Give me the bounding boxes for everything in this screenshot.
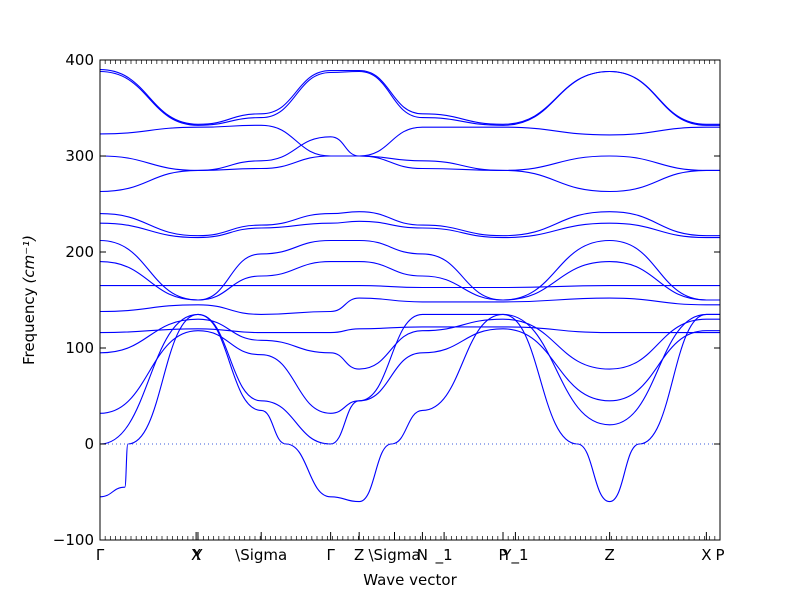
y-axis-label-unit: (cm⁻¹)	[20, 235, 38, 284]
y-tick-label: 400	[65, 51, 94, 69]
x-tick-label: X	[701, 546, 711, 564]
y-axis-label: Frequency (cm⁻¹)	[20, 235, 38, 365]
y-tick-label: 0	[84, 435, 94, 453]
plot-frame	[99, 59, 721, 541]
x-tick-label: Γ	[96, 546, 105, 564]
y-tick-label: 200	[65, 243, 94, 261]
x-axis-label: Wave vector	[363, 571, 457, 589]
band-line-b4	[99, 318, 720, 370]
x-tick-label: \Sigma	[235, 546, 287, 564]
y-axis-label-text: Frequency	[20, 287, 38, 365]
band-line-b6	[99, 297, 720, 315]
x-tick-label: Y_1	[501, 546, 528, 565]
band-line-b16	[99, 69, 720, 125]
band-line-b5	[99, 326, 720, 334]
band-line-b3	[99, 328, 720, 414]
band-line-b9	[99, 239, 720, 301]
x-tick-label: N	[417, 546, 428, 564]
y-tick-label: −100	[53, 531, 94, 549]
x-tick-label: Y	[192, 546, 203, 564]
y-tick-label: 100	[65, 339, 94, 357]
x-tick-label: P	[715, 546, 724, 564]
band-line-b13	[99, 136, 720, 171]
x-tick-label: P	[498, 546, 507, 564]
x-tick-label: Z	[604, 546, 614, 564]
x-tick-label: X	[191, 546, 201, 564]
x-tick-label: \Sigma	[368, 546, 420, 564]
y-tick-label: 300	[65, 147, 94, 165]
x-tick-label: Γ	[326, 546, 335, 564]
band-line-b10	[99, 220, 720, 239]
bands-layer	[99, 69, 720, 503]
x-tick-label: _1	[435, 546, 453, 565]
x-tick-label: Z	[354, 546, 364, 564]
band-line-b14	[99, 124, 720, 157]
band-line-b11	[99, 211, 720, 237]
band-line-b2	[99, 313, 720, 445]
